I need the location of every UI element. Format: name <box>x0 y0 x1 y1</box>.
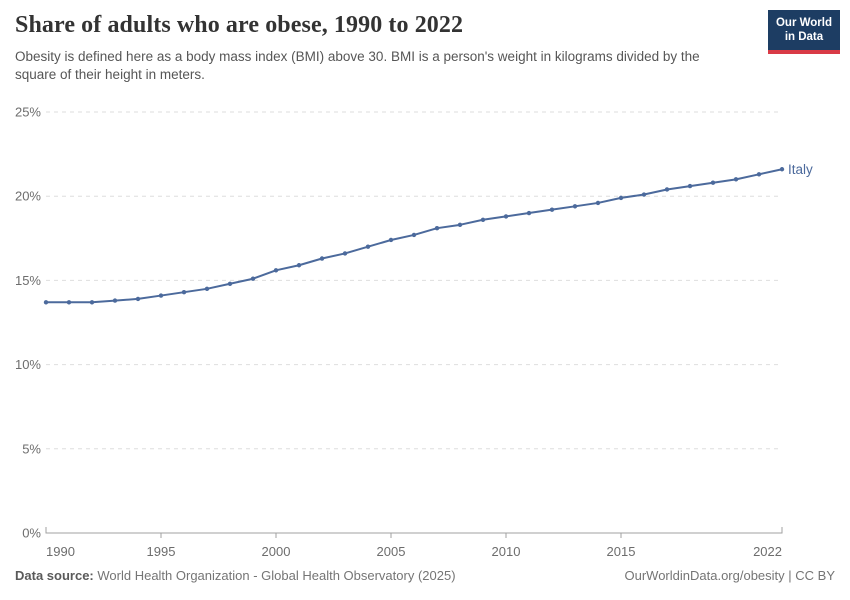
data-point[interactable] <box>549 207 555 212</box>
data-point[interactable] <box>319 256 325 261</box>
data-source-label: Data source: <box>15 568 94 583</box>
data-point[interactable] <box>733 177 739 182</box>
data-source: Data source: World Health Organization -… <box>15 568 456 583</box>
data-point[interactable] <box>411 232 417 238</box>
y-tick-label: 0% <box>22 526 41 541</box>
data-point[interactable] <box>503 214 509 219</box>
chart-header: Share of adults who are obese, 1990 to 2… <box>15 10 840 84</box>
x-tick-label: 1995 <box>147 544 176 559</box>
data-point[interactable] <box>112 298 118 303</box>
y-tick-label: 10% <box>15 357 41 372</box>
data-point[interactable] <box>572 204 578 209</box>
data-point[interactable] <box>779 167 785 172</box>
data-point[interactable] <box>135 296 141 302</box>
x-tick-label: 2022 <box>753 544 782 559</box>
x-tick-label: 2010 <box>492 544 521 559</box>
data-point[interactable] <box>227 281 233 286</box>
owid-logo[interactable]: Our World in Data <box>767 10 840 54</box>
chart-footer: Data source: World Health Organization -… <box>15 568 835 583</box>
data-point[interactable] <box>204 286 210 292</box>
data-point[interactable] <box>457 222 463 228</box>
data-point[interactable] <box>388 237 394 243</box>
data-point[interactable] <box>89 300 95 305</box>
data-point[interactable] <box>710 180 716 185</box>
data-point[interactable] <box>756 172 762 177</box>
data-point[interactable] <box>526 210 532 216</box>
data-point[interactable] <box>273 268 279 273</box>
y-tick-label: 15% <box>15 273 41 288</box>
data-point[interactable] <box>480 217 486 222</box>
x-tick-label: 1990 <box>46 544 75 559</box>
data-point[interactable] <box>342 251 348 256</box>
data-point[interactable] <box>250 276 256 281</box>
data-point[interactable] <box>618 195 624 201</box>
x-axis-line <box>45 527 783 534</box>
x-tick-label: 2005 <box>377 544 406 559</box>
data-point[interactable] <box>43 300 49 305</box>
data-point[interactable] <box>434 225 440 231</box>
owid-logo-line2: in Data <box>784 31 824 44</box>
x-tick-label: 2015 <box>607 544 636 559</box>
y-tick-label: 25% <box>15 105 41 120</box>
data-point[interactable] <box>595 200 601 206</box>
chart-subtitle: Obesity is defined here as a body mass i… <box>15 49 700 82</box>
data-point[interactable] <box>66 300 72 305</box>
data-point[interactable] <box>687 183 693 189</box>
data-point[interactable] <box>641 192 647 197</box>
page-title: Share of adults who are obese, 1990 to 2… <box>15 12 464 38</box>
series-label[interactable]: Italy <box>788 162 813 177</box>
owid-logo-line1: Our World <box>775 17 832 29</box>
data-point[interactable] <box>181 289 187 295</box>
y-tick-label: 20% <box>15 189 41 204</box>
credit-link[interactable]: OurWorldinData.org/obesity | CC BY <box>624 568 836 583</box>
data-source-value: World Health Organization - Global Healt… <box>97 568 456 583</box>
data-point[interactable] <box>158 293 164 298</box>
data-point[interactable] <box>365 244 371 249</box>
data-point[interactable] <box>296 263 302 268</box>
x-tick-label: 2000 <box>262 544 291 559</box>
data-point[interactable] <box>664 187 670 192</box>
y-tick-label: 5% <box>22 441 41 456</box>
